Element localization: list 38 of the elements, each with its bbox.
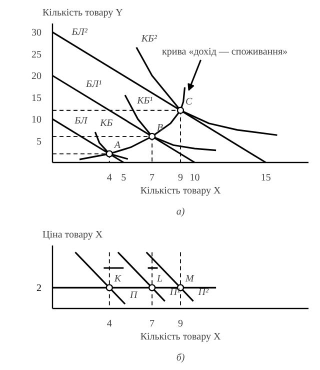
y-tick-label: 30 xyxy=(32,28,42,39)
annotation: L xyxy=(156,274,164,285)
y-tick-label: 10 xyxy=(32,114,42,126)
text: б) xyxy=(176,352,186,364)
x-tick-label: 9 xyxy=(178,318,183,330)
annotation: КБ xyxy=(99,118,113,130)
y-tick-label: 15 xyxy=(32,92,42,104)
y-axis-title: Кількість товару Y xyxy=(42,8,123,18)
x-tick-label: 4 xyxy=(106,318,112,330)
x-tick-label: 9 xyxy=(178,172,183,184)
y-tick-label: 5 xyxy=(36,136,42,148)
annotation: K xyxy=(113,274,122,285)
annotation: БЛ xyxy=(74,115,88,126)
y-tick-label: 20 xyxy=(32,71,42,82)
x-tick-label: 10 xyxy=(190,172,200,184)
x-tick-label: 15 xyxy=(260,172,271,184)
annotation: БЛ¹ xyxy=(84,79,102,90)
y-tick-label: 25 xyxy=(32,49,42,60)
annotation: C xyxy=(186,96,192,108)
x-tick-label: 4 xyxy=(106,172,112,184)
annotation: П² xyxy=(197,287,210,298)
annotation: крива «дохід — споживання» xyxy=(162,46,288,58)
text: а) xyxy=(176,206,186,218)
x-tick-label: 5 xyxy=(121,172,126,184)
annotation: БЛ² xyxy=(70,26,88,38)
annotation: П xyxy=(129,290,138,301)
annotation: 2 xyxy=(36,283,42,294)
x-tick-label: 7 xyxy=(150,172,155,184)
x-axis-title: Кількість товару X xyxy=(140,186,222,196)
annotation: П¹ xyxy=(168,287,180,298)
annotation: B xyxy=(157,122,164,134)
y-axis-title: Ціна товару X xyxy=(42,230,104,240)
x-tick-label: 7 xyxy=(150,318,155,330)
annotation: КБ² xyxy=(140,33,158,44)
annotation: КБ¹ xyxy=(136,96,153,107)
x-axis-title: Кількість товару X xyxy=(140,332,222,342)
annotation: A xyxy=(113,140,122,151)
annotation: M xyxy=(184,274,194,285)
